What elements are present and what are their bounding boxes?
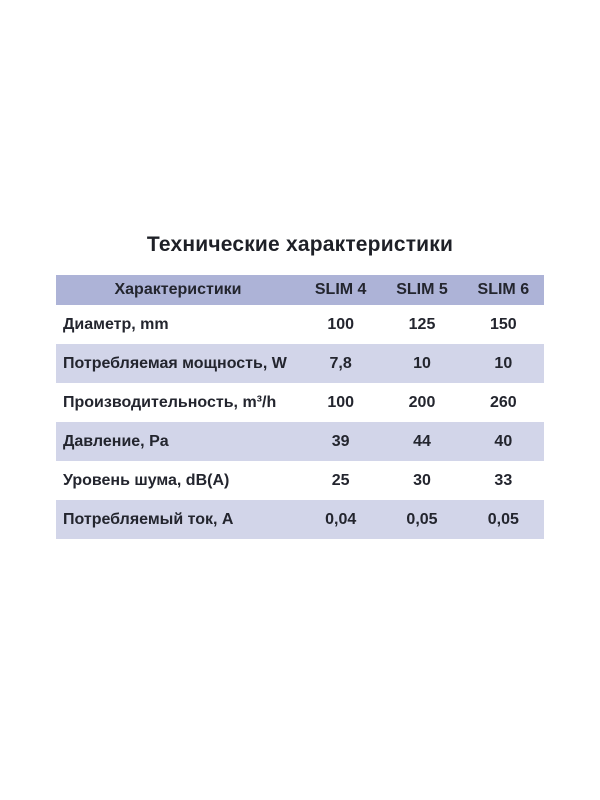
page-title: Технические характеристики (146, 233, 454, 256)
table-row-performance: Производительность, m³/h 100 200 260 (56, 383, 544, 422)
cell-value: 33 (494, 471, 513, 489)
cell-value: 39 (331, 432, 350, 450)
cell-value: 10 (494, 354, 513, 372)
spec-table: Характеристики SLIM 4 SLIM 5 SLIM 6 Диам… (56, 275, 544, 539)
row-label: Уровень шума, dB(A) (63, 471, 230, 489)
column-header-characteristics: Характеристики (114, 281, 242, 298)
row-label: Диаметр, mm (63, 315, 169, 333)
table-row-current: Потребляемый ток, A 0,04 0,05 0,05 (56, 500, 544, 539)
cell-value: 40 (494, 432, 513, 450)
column-header-slim-6: SLIM 6 (477, 281, 530, 298)
row-label: Потребляемая мощность, W (63, 354, 287, 372)
table-row-noise-level: Уровень шума, dB(A) 25 30 33 (56, 461, 544, 500)
table-row-diameter: Диаметр, mm 100 125 150 (56, 305, 544, 344)
cell-value: 260 (489, 393, 517, 411)
table-row-power: Потребляемая мощность, W 7,8 10 10 (56, 344, 544, 383)
cell-value: 100 (327, 393, 355, 411)
column-header-slim-4: SLIM 4 (314, 281, 367, 298)
row-label: Давление, Pa (63, 432, 169, 450)
cell-value: 200 (408, 393, 436, 411)
cell-value: 100 (327, 315, 355, 333)
cell-value: 10 (413, 354, 431, 372)
cell-value: 30 (413, 471, 431, 489)
table-row-pressure: Давление, Pa 39 44 40 (56, 422, 544, 461)
cell-value: 0,04 (325, 510, 357, 528)
row-label: Производительность, m³/h (63, 393, 277, 411)
cell-value: 25 (331, 471, 350, 489)
table-header-row: Характеристики SLIM 4 SLIM 5 SLIM 6 (56, 275, 544, 305)
cell-value: 0,05 (406, 510, 438, 528)
row-label: Потребляемый ток, A (63, 510, 234, 528)
cell-value: 150 (489, 315, 517, 333)
cell-value: 0,05 (487, 510, 519, 528)
cell-value: 7,8 (329, 354, 352, 372)
cell-value: 125 (408, 315, 436, 333)
cell-value: 44 (413, 432, 431, 450)
column-header-slim-5: SLIM 5 (396, 281, 448, 298)
